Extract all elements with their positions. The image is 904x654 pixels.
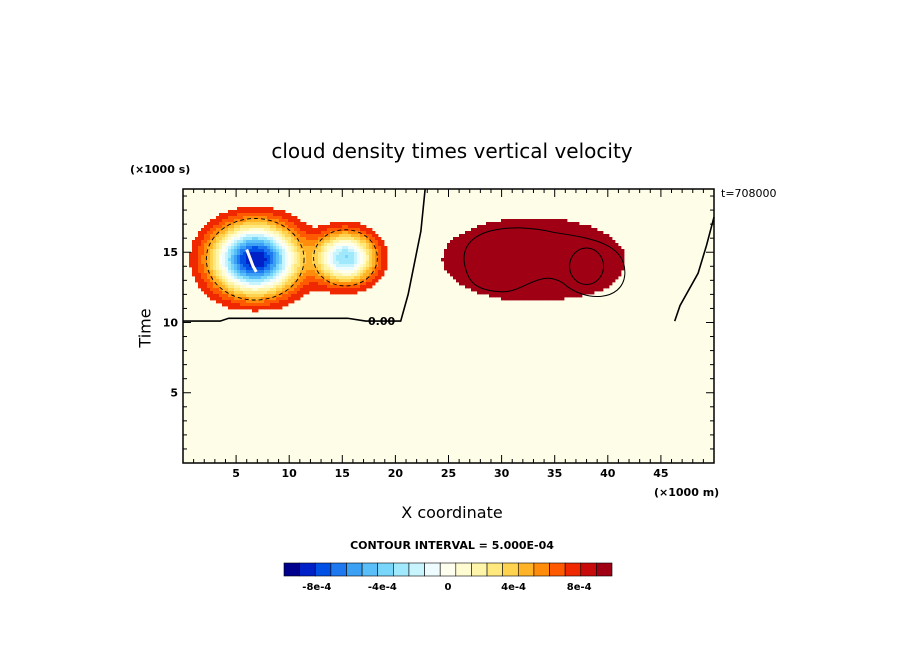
colorbar-swatch bbox=[283, 562, 300, 577]
colorbar-tick-label: -8e-4 bbox=[302, 582, 331, 593]
colorbar-swatch bbox=[533, 562, 550, 577]
colorbar-swatch bbox=[346, 562, 363, 577]
zero-contour-line-right bbox=[673, 216, 715, 322]
y-tick-label: 15 bbox=[163, 246, 178, 259]
y-tick-label: 5 bbox=[170, 387, 178, 400]
x-tick-label: 30 bbox=[494, 467, 510, 480]
y-axis-unit: (×1000 s) bbox=[130, 163, 191, 176]
positive-contour bbox=[463, 227, 626, 297]
positive-core-contour bbox=[569, 247, 605, 286]
colorbar-tick-label: -4e-4 bbox=[368, 582, 397, 593]
colorbar-swatch bbox=[455, 562, 472, 577]
colorbar-swatch bbox=[393, 562, 410, 577]
colorbar-swatch bbox=[439, 562, 457, 577]
colorbar-swatch bbox=[361, 562, 379, 577]
colorbar-tick-label: 4e-4 bbox=[501, 582, 526, 593]
colorbar-swatch bbox=[471, 562, 488, 577]
x-tick-label: 45 bbox=[653, 467, 668, 480]
negative-contour-2 bbox=[313, 229, 378, 287]
heatmap-field bbox=[183, 189, 714, 463]
colorbar-tick-label: 8e-4 bbox=[567, 582, 592, 593]
contour-value-label: 0.00 bbox=[368, 315, 395, 328]
colorbar-swatch bbox=[517, 562, 535, 577]
contour-interval-label: CONTOUR INTERVAL = 5.000E-04 bbox=[350, 539, 554, 552]
zero-contour-line bbox=[183, 188, 426, 322]
colorbar-swatch bbox=[424, 562, 441, 577]
x-tick-label: 40 bbox=[600, 467, 616, 480]
x-tick-label: 15 bbox=[335, 467, 350, 480]
colorbar-swatch bbox=[314, 562, 332, 577]
y-tick-label: 10 bbox=[163, 316, 179, 329]
colorbar-tick-label: 0 bbox=[445, 582, 452, 593]
colorbar-swatch bbox=[564, 562, 582, 577]
colorbar-swatch bbox=[486, 562, 503, 577]
colorbar-swatch bbox=[377, 562, 394, 577]
chart-title: cloud density times vertical velocity bbox=[271, 139, 633, 163]
x-tick-label: 5 bbox=[232, 467, 240, 480]
x-tick-label: 20 bbox=[388, 467, 404, 480]
x-axis-unit: (×1000 m) bbox=[654, 486, 720, 499]
colorbar-swatch bbox=[549, 562, 566, 577]
colorbar-swatch bbox=[580, 562, 597, 577]
x-tick-label: 35 bbox=[547, 467, 562, 480]
negative-contour-1 bbox=[205, 218, 305, 301]
colorbar-swatch bbox=[502, 562, 519, 577]
colorbar-swatch bbox=[299, 562, 316, 577]
colorbar-swatch bbox=[408, 562, 425, 577]
colorbar-swatch bbox=[596, 562, 613, 577]
x-axis-label: X coordinate bbox=[401, 503, 503, 522]
time-stamp: t=708000 bbox=[721, 187, 777, 200]
colorbar-swatch bbox=[330, 562, 347, 577]
core-streak bbox=[245, 248, 258, 273]
x-tick-label: 10 bbox=[282, 467, 298, 480]
x-tick-label: 25 bbox=[441, 467, 456, 480]
